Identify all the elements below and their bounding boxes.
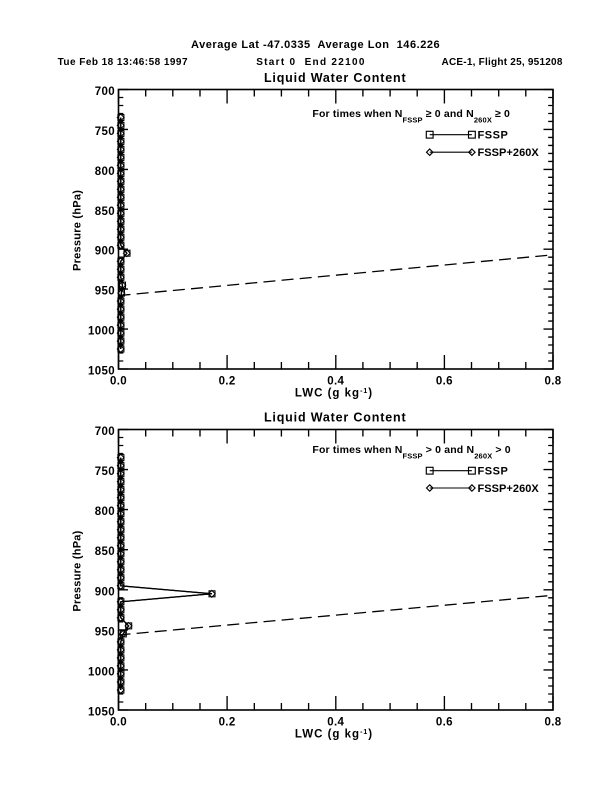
svg-text:800: 800 — [95, 506, 115, 518]
svg-text:0.6: 0.6 — [436, 376, 453, 388]
svg-text:Tue Feb 18 13:46:58 1997: Tue Feb 18 13:46:58 1997 — [58, 57, 188, 68]
svg-text:0.4: 0.4 — [327, 717, 344, 729]
svg-text:900: 900 — [95, 586, 115, 598]
svg-text:800: 800 — [95, 166, 115, 178]
svg-text:FSSP+260X: FSSP+260X — [478, 483, 540, 495]
svg-text:0.4: 0.4 — [327, 376, 344, 388]
svg-text:FSSP: FSSP — [478, 130, 509, 142]
svg-text:Start 0 End 22100: Start 0 End 22100 — [256, 57, 366, 68]
svg-text:0.0: 0.0 — [110, 376, 127, 388]
svg-text:1000: 1000 — [88, 666, 115, 678]
svg-text:750: 750 — [95, 126, 115, 138]
svg-text:750: 750 — [95, 466, 115, 478]
svg-text:Liquid Water Content: Liquid Water Content — [264, 71, 407, 85]
svg-text:LWC (g kg-1): LWC (g kg-1) — [295, 388, 373, 400]
svg-text:1050: 1050 — [88, 707, 115, 719]
svg-text:LWC (g kg-1): LWC (g kg-1) — [295, 729, 373, 741]
svg-text:0.0: 0.0 — [110, 717, 127, 729]
svg-text:0.8: 0.8 — [544, 376, 561, 388]
svg-text:700: 700 — [95, 86, 115, 98]
svg-text:Average Lat -47.0335 Average: Average Lat -47.0335 Average Lon 146.226 — [191, 39, 440, 51]
svg-text:Pressure (hPa): Pressure (hPa) — [72, 190, 84, 271]
svg-text:850: 850 — [95, 206, 115, 218]
svg-text:FSSP: FSSP — [478, 466, 509, 478]
svg-text:950: 950 — [95, 286, 115, 298]
svg-text:Liquid Water Content: Liquid Water Content — [264, 411, 407, 425]
svg-text:0.2: 0.2 — [219, 717, 236, 729]
svg-text:1000: 1000 — [88, 326, 115, 338]
svg-text:700: 700 — [95, 426, 115, 438]
svg-text:ACE-1, Flight 25, 951208: ACE-1, Flight 25, 951208 — [442, 57, 563, 68]
svg-text:1050: 1050 — [88, 366, 115, 378]
svg-text:900: 900 — [95, 246, 115, 258]
svg-text:0.8: 0.8 — [544, 717, 561, 729]
svg-text:Pressure (hPa): Pressure (hPa) — [72, 530, 84, 611]
svg-text:0.6: 0.6 — [436, 717, 453, 729]
svg-text:0.2: 0.2 — [219, 376, 236, 388]
svg-text:850: 850 — [95, 546, 115, 558]
svg-text:FSSP+260X: FSSP+260X — [478, 147, 540, 159]
svg-text:950: 950 — [95, 626, 115, 638]
